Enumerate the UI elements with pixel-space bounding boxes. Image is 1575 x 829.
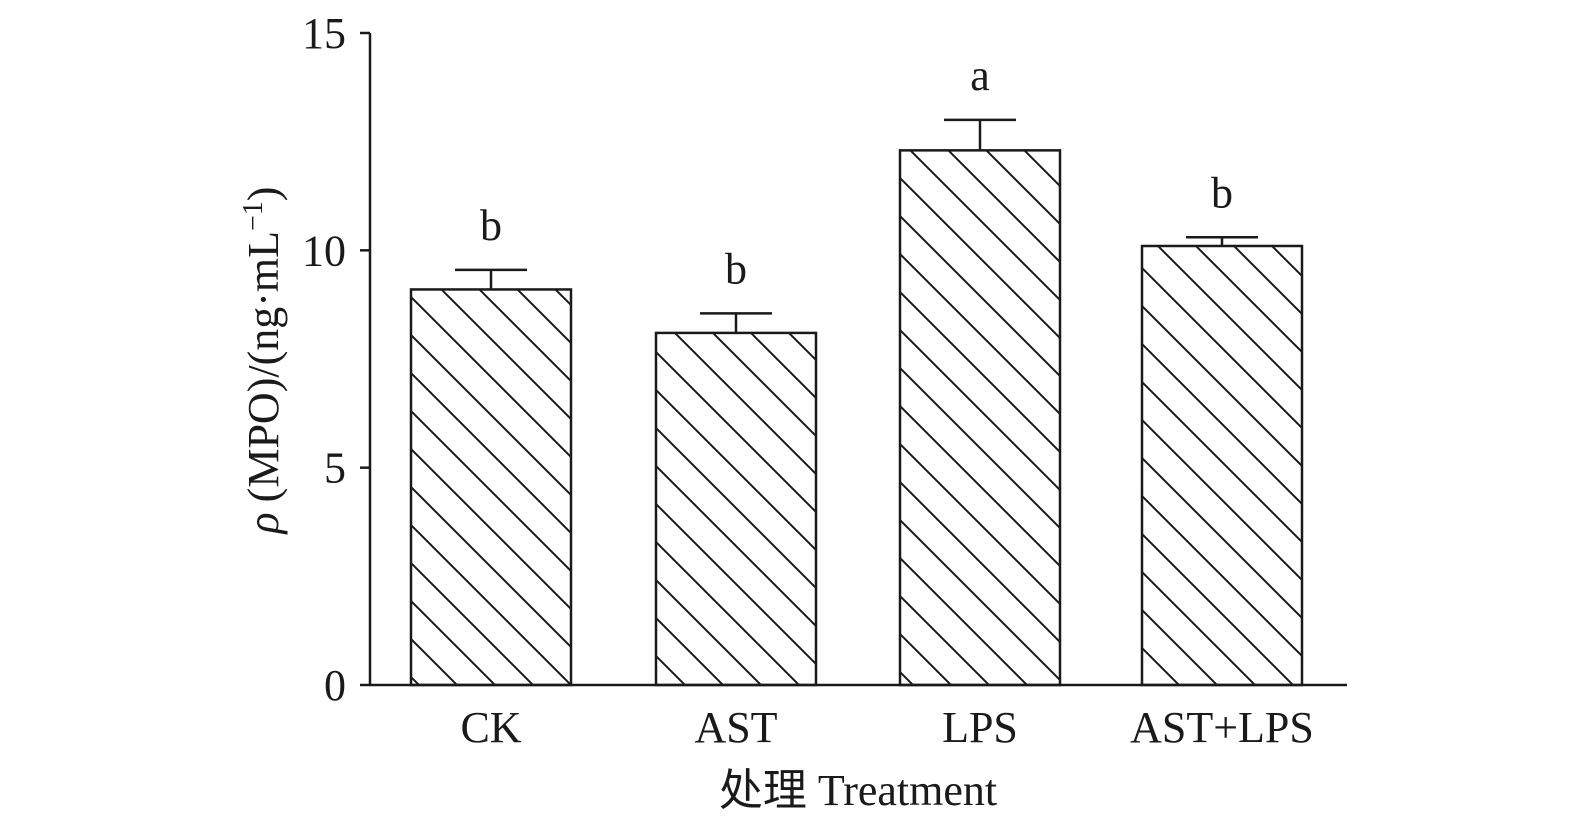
- x-tick-label: AST: [694, 703, 777, 752]
- y-tick-label: 5: [324, 444, 346, 493]
- y-tick-label: 15: [302, 9, 346, 58]
- significance-label: a: [970, 51, 990, 100]
- y-axis-title-main: (MPO)/(ng·mL: [239, 231, 288, 502]
- x-tick-label: AST+LPS: [1130, 703, 1314, 752]
- y-axis-title-symbol: ρ: [239, 512, 288, 535]
- significance-labels-layer: b b a b: [480, 51, 1233, 293]
- bar-lps: [898, 149, 1062, 687]
- x-tick-label: LPS: [942, 703, 1018, 752]
- bars-layer: [409, 149, 1304, 687]
- y-tick-label: 10: [302, 226, 346, 275]
- y-axis-title-sup: −1: [238, 201, 269, 231]
- y-axis-title: ρ (MPO)/(ng·mL−1): [238, 187, 288, 536]
- bar-ck: [409, 288, 573, 687]
- y-axis-title-suffix: ): [239, 187, 288, 202]
- bar-ast: [654, 331, 818, 687]
- bar-ast-lps: [1140, 244, 1304, 687]
- significance-label: b: [1211, 168, 1233, 217]
- y-ticks-layer: 0 5 10 15: [302, 9, 370, 710]
- significance-label: b: [725, 244, 747, 293]
- significance-label: b: [480, 201, 502, 250]
- error-bars-layer: [455, 118, 1258, 333]
- y-tick-label: 0: [324, 661, 346, 710]
- x-axis-title: 处理 Treatment: [719, 766, 997, 815]
- x-tick-label: CK: [460, 703, 521, 752]
- x-tick-labels-layer: CK AST LPS AST+LPS: [460, 703, 1313, 752]
